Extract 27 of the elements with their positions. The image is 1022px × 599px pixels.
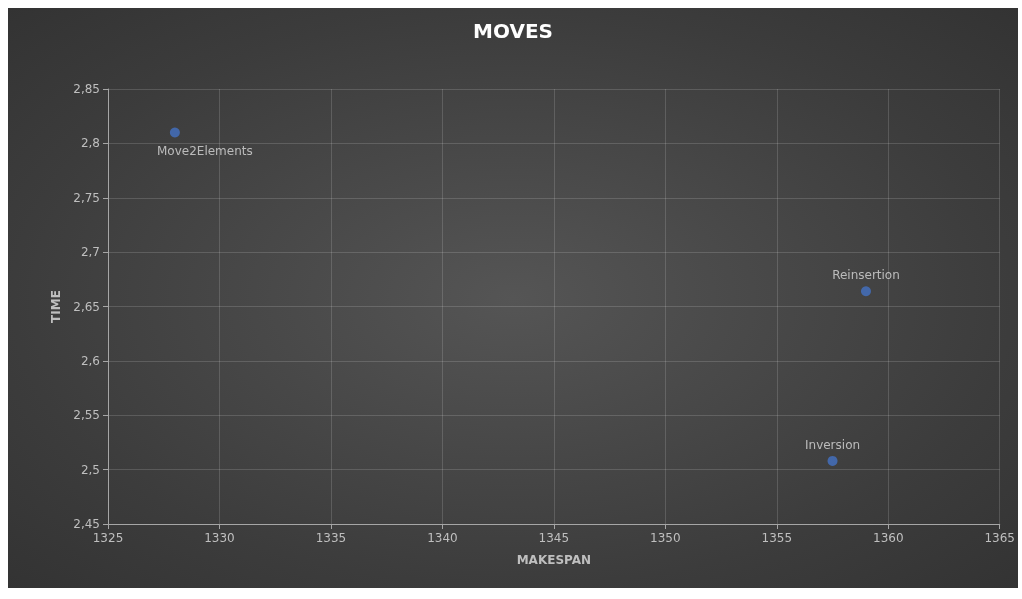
y-tick-label: 2,6 — [80, 353, 100, 368]
x-tick-label: 1345 — [538, 531, 570, 545]
annotation: Inversion — [804, 437, 861, 452]
x-tick-label: 1360 — [872, 531, 904, 545]
y-tick-label: 2,5 — [80, 462, 100, 477]
x-tick-label: 1355 — [761, 531, 793, 545]
y-tick-label: 2,8 — [80, 136, 100, 151]
x-tick-label: 1330 — [204, 531, 235, 545]
point — [860, 286, 871, 297]
x-tick-label: 1350 — [650, 531, 681, 545]
y-axis-title: TIME — [49, 290, 64, 323]
y-tick-label: 2,45 — [73, 517, 100, 531]
y-tick-label: 2,85 — [73, 82, 100, 96]
x-tick-label: 1365 — [984, 531, 1015, 545]
annotation: Reinsertion — [832, 268, 900, 283]
annotation: Move2Elements — [157, 143, 253, 158]
x-tick-label: 1335 — [315, 531, 347, 545]
y-tick-label: 2,55 — [73, 408, 100, 423]
x-tick-label: 1340 — [427, 531, 458, 545]
chart-title: MOVES — [473, 19, 553, 43]
point — [827, 455, 838, 466]
point — [169, 127, 180, 138]
y-tick-label: 2,75 — [73, 190, 100, 205]
x-tick-label: 1325 — [92, 531, 124, 545]
y-tick-label: 2,65 — [73, 299, 100, 314]
y-tick-label: 2,7 — [80, 245, 100, 260]
x-axis-title: MAKESPAN — [516, 553, 592, 567]
